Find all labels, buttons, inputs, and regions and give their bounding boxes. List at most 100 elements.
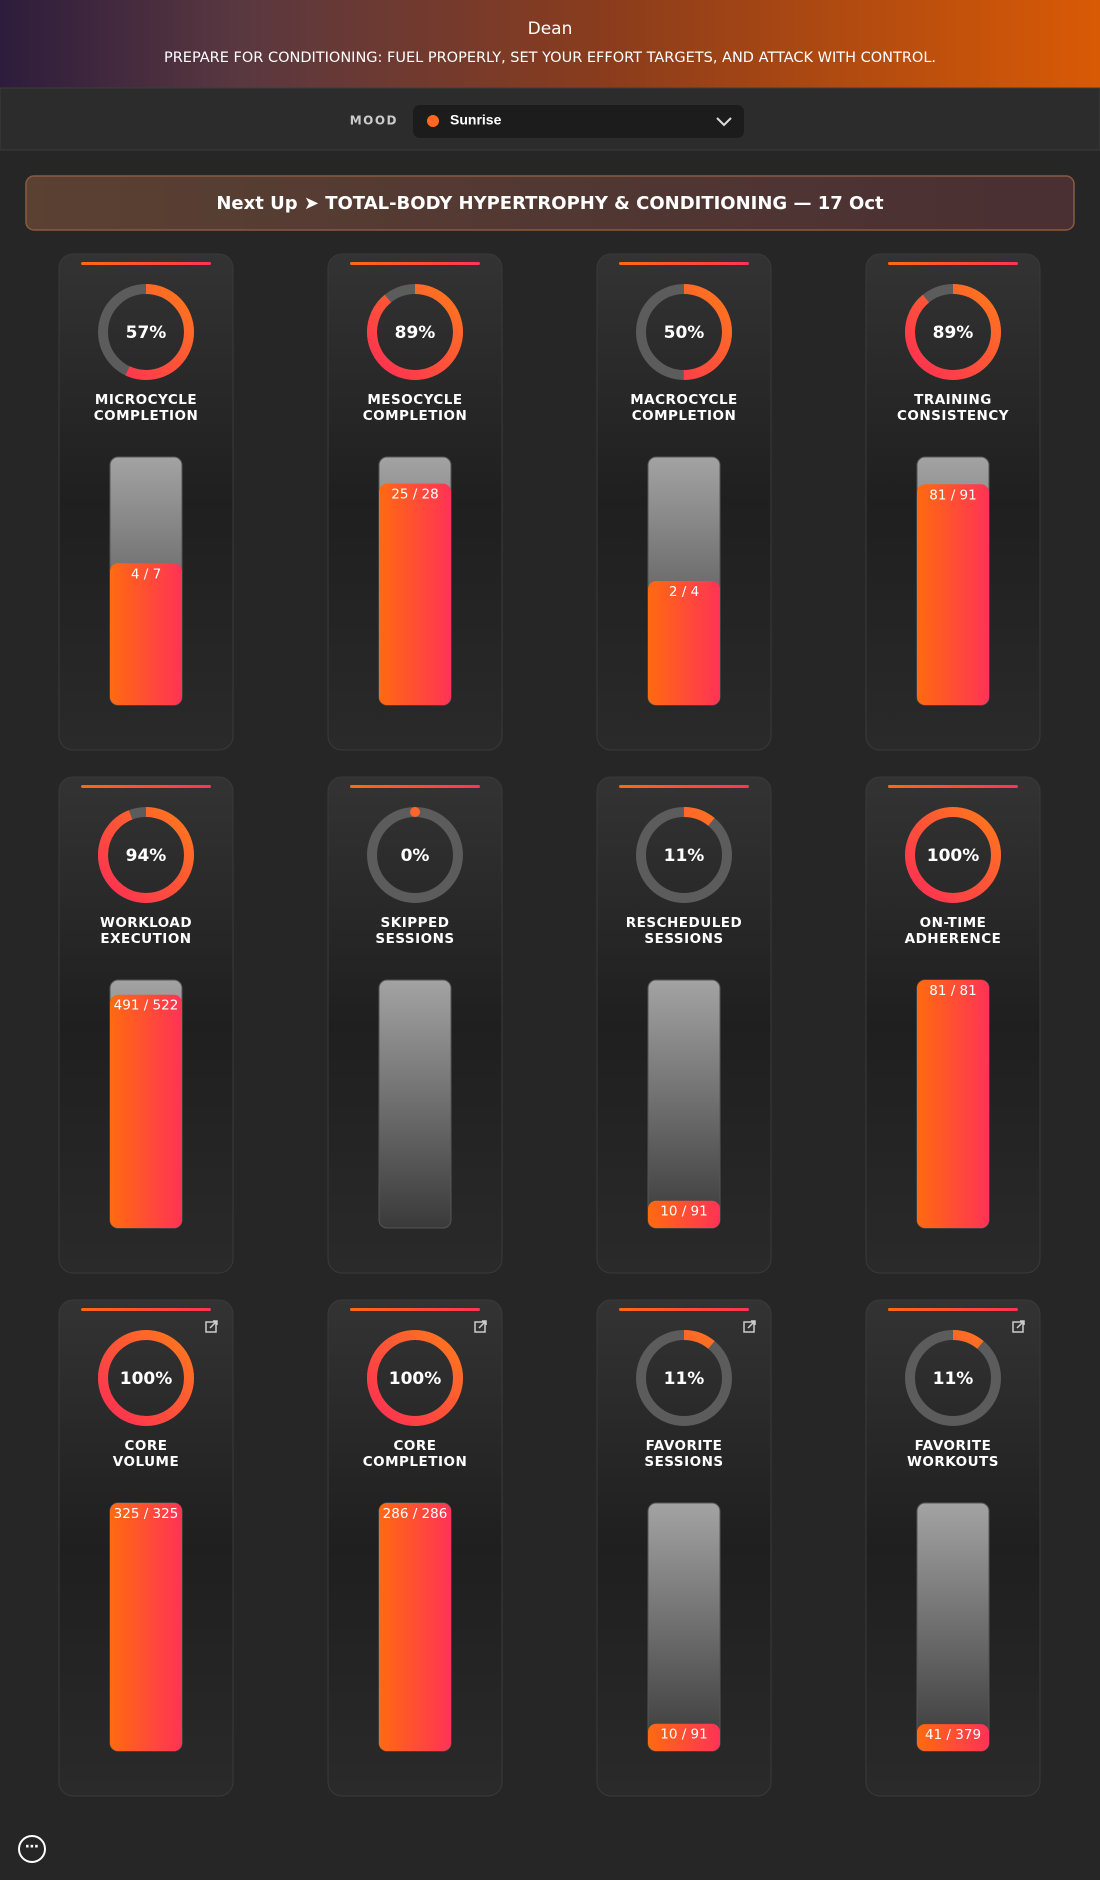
bar-fraction: 491 / 522	[114, 998, 179, 1014]
bar-fill	[648, 1200, 720, 1228]
bar-track	[647, 979, 721, 1229]
next-up-text: Next Up ➤ TOTAL-BODY HYPERTROPHY & CONDI…	[216, 193, 884, 214]
card-label: MACROCYCLE	[630, 392, 738, 408]
ring-percent: 89%	[933, 323, 974, 343]
bar-fill	[917, 484, 989, 705]
ring-arc	[367, 807, 463, 903]
link-arrow	[1016, 1320, 1025, 1329]
bar-track	[916, 1502, 990, 1752]
bar-fill	[648, 1723, 720, 1751]
card-accent	[81, 262, 211, 265]
ring-percent: 57%	[126, 323, 167, 343]
card-accent	[350, 1308, 480, 1311]
ring-arc	[905, 284, 1001, 380]
mood-label: MOOD	[350, 114, 398, 128]
bar-track	[647, 1502, 721, 1752]
link-icon	[1012, 1321, 1024, 1333]
card-label: FAVORITE	[646, 1438, 723, 1454]
ring-arc	[636, 1330, 732, 1426]
link-arrow	[209, 1320, 218, 1329]
ring-percent: 11%	[933, 1369, 974, 1389]
ring-arc	[367, 284, 463, 380]
ring-percent: 50%	[664, 323, 705, 343]
header-title: Dean	[528, 19, 573, 39]
card-accent	[619, 1308, 749, 1311]
bar-fill	[379, 483, 451, 705]
card-label: CONSISTENCY	[897, 408, 1009, 424]
bar-fraction: 10 / 91	[660, 1204, 708, 1220]
header	[0, 0, 1100, 88]
card-label: MESOCYCLE	[367, 392, 462, 408]
card-accent	[81, 1308, 211, 1311]
card-label: WORKLOAD	[100, 915, 192, 931]
next-up-banner[interactable]	[25, 175, 1075, 231]
card-label: SKIPPED	[381, 915, 450, 931]
menu-dots: ⋯	[25, 1839, 39, 1855]
card-label: SESSIONS	[375, 931, 454, 947]
bar-fill	[917, 1724, 989, 1751]
ring-percent: 11%	[664, 1369, 705, 1389]
bar-fill	[110, 1503, 182, 1751]
card-label: VOLUME	[113, 1454, 179, 1470]
card-label: MICROCYCLE	[95, 392, 197, 408]
card-label: COMPLETION	[363, 1454, 468, 1470]
bar-fraction: 81 / 81	[929, 983, 977, 999]
card-accent	[619, 785, 749, 788]
card-label: CORE	[124, 1438, 167, 1454]
header-subtitle: PREPARE FOR CONDITIONING: FUEL PROPERLY,…	[164, 50, 936, 66]
ring-percent: 100%	[389, 1369, 442, 1389]
bar-fraction: 10 / 91	[660, 1727, 708, 1743]
card-label: FAVORITE	[915, 1438, 992, 1454]
card-accent	[888, 785, 1018, 788]
bar-track	[378, 979, 452, 1229]
bar-fraction: 25 / 28	[391, 487, 439, 503]
card-accent	[888, 1308, 1018, 1311]
bar-fill	[110, 563, 182, 705]
ring-arc	[98, 1330, 194, 1426]
card-label: CORE	[393, 1438, 436, 1454]
menu-button[interactable]	[18, 1835, 46, 1863]
ring-arc	[905, 807, 1001, 903]
ring-percent: 100%	[927, 846, 980, 866]
bar-fraction: 325 / 325	[114, 1506, 179, 1522]
ring-percent: 89%	[395, 323, 436, 343]
bar-fraction: 81 / 91	[929, 487, 977, 503]
card-accent	[350, 262, 480, 265]
card-accent	[350, 785, 480, 788]
mood-dot	[427, 115, 439, 127]
card-label: COMPLETION	[632, 408, 737, 424]
card-accent	[619, 262, 749, 265]
bar-fraction: 2 / 4	[669, 584, 699, 600]
ring-percent: 11%	[664, 846, 705, 866]
link-icon	[743, 1321, 755, 1333]
card-accent	[81, 785, 211, 788]
mood-value: Sunrise	[450, 112, 502, 128]
mood-select[interactable]	[413, 105, 744, 138]
bar-fill	[379, 1503, 451, 1751]
link-icon	[474, 1321, 486, 1333]
bar-fill	[917, 980, 989, 1228]
link-arrow	[478, 1320, 487, 1329]
ring-arc	[98, 807, 194, 903]
card-label: SESSIONS	[644, 931, 723, 947]
bar-fraction: 286 / 286	[383, 1506, 448, 1522]
link-icon	[205, 1321, 217, 1333]
card-label: SESSIONS	[644, 1454, 723, 1470]
ring-arc	[98, 284, 194, 380]
card-label: ON-TIME	[920, 915, 987, 931]
card-accent	[888, 262, 1018, 265]
bar-fill	[110, 994, 182, 1228]
card-label: WORKOUTS	[907, 1454, 999, 1470]
link-arrow	[747, 1320, 756, 1329]
ring-arc	[905, 1330, 1001, 1426]
card-label: TRAINING	[914, 392, 992, 408]
ring-arc	[636, 807, 732, 903]
ring-percent: 0%	[401, 846, 430, 866]
ring-arc	[367, 1330, 463, 1426]
ring-percent: 94%	[126, 846, 167, 866]
bar-fraction: 41 / 379	[925, 1727, 981, 1743]
card-label: EXECUTION	[100, 931, 191, 947]
ring-arc	[636, 284, 732, 380]
